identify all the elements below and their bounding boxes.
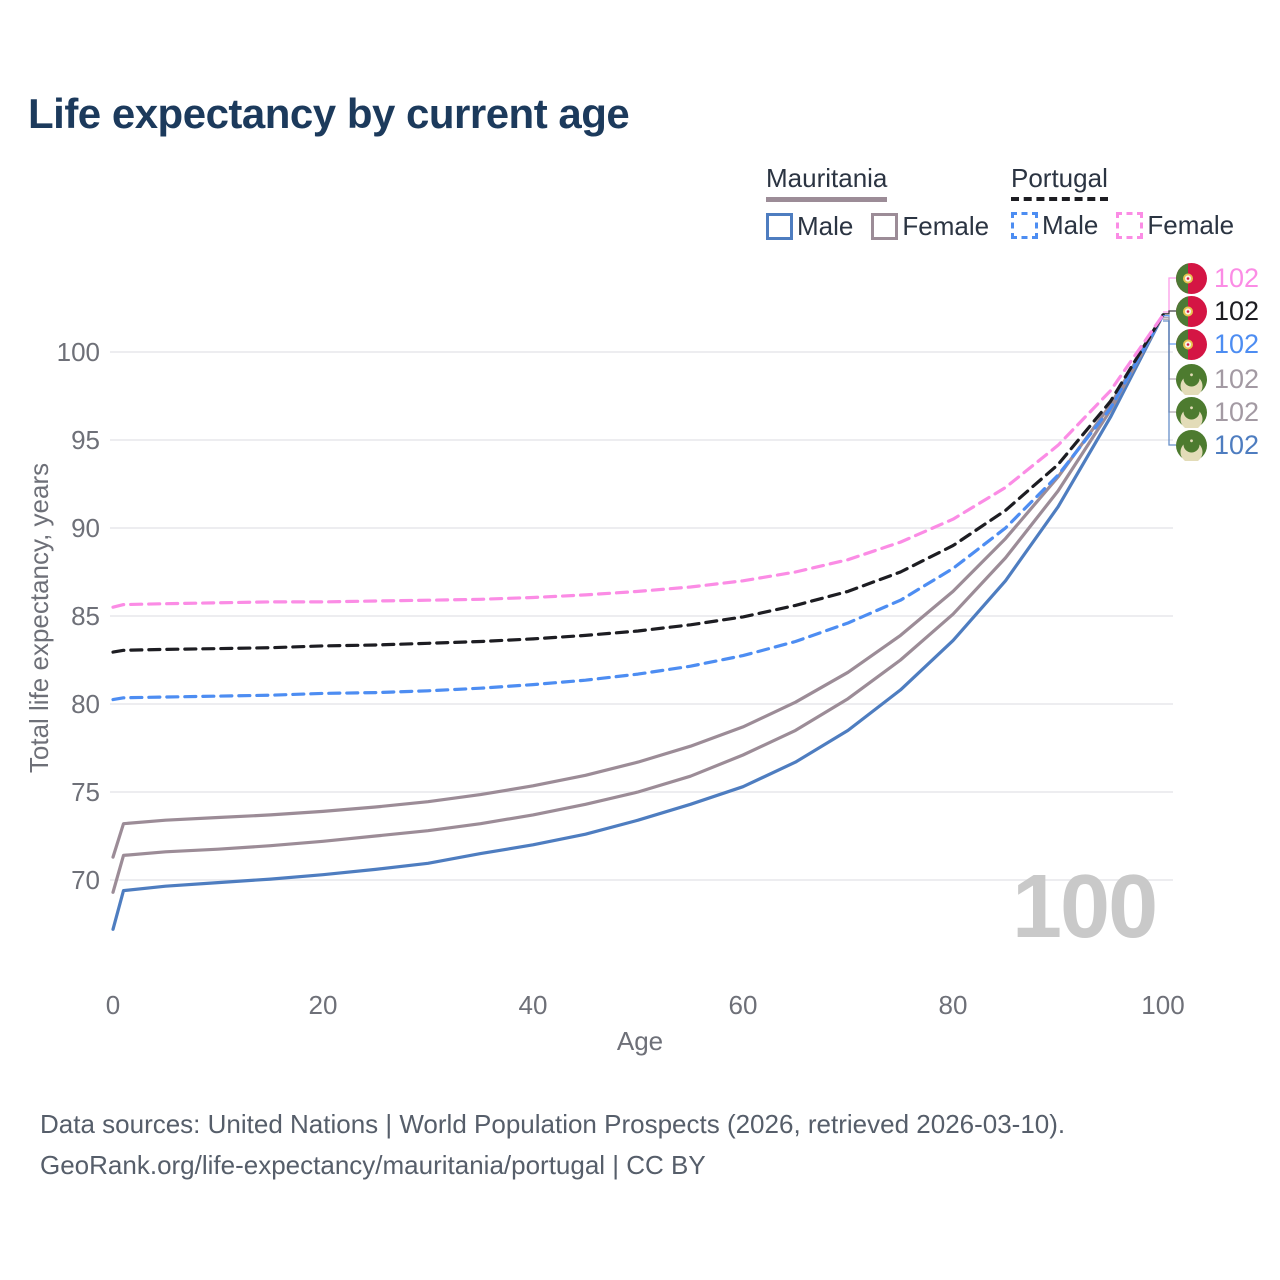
x-axis-label: Age	[617, 1026, 663, 1056]
legend-label-portugal-male: Male	[1042, 210, 1099, 240]
series-portugal-male	[111, 313, 1165, 702]
y-tick-label: 70	[71, 865, 100, 895]
x-tick-label: 100	[1141, 990, 1184, 1020]
legend-label-mauritania-male: Male	[797, 211, 854, 241]
leader-line	[1163, 320, 1176, 446]
series-lines	[111, 313, 1165, 931]
y-tick-label: 100	[57, 337, 100, 367]
x-tick-label: 20	[309, 990, 338, 1020]
legend-country-mauritania[interactable]: Mauritania	[766, 163, 888, 202]
portugal-flag-icon	[1176, 262, 1207, 294]
legend-label-portugal-female: Female	[1147, 210, 1235, 240]
mauritania-flag-icon	[1176, 363, 1207, 395]
legend-country-portugal[interactable]: Portugal	[1011, 163, 1108, 201]
legend-underline-dashed	[1011, 197, 1108, 201]
end-label-value: 102	[1214, 263, 1260, 293]
end-label-value: 102	[1214, 329, 1260, 359]
y-tick-label: 80	[71, 689, 100, 719]
y-tick-label: 85	[71, 601, 100, 631]
end-label-portugal-female: 102	[1176, 262, 1259, 294]
leader-line	[1163, 310, 1176, 315]
x-tick-label: 60	[729, 990, 758, 1020]
source-line-1: Data sources: United Nations | World Pop…	[40, 1109, 1066, 1139]
x-tick-label: 40	[519, 990, 548, 1020]
gridlines	[110, 351, 1173, 881]
end-label-leader-lines	[1163, 277, 1176, 446]
y-tick-label: 95	[71, 425, 100, 455]
x-tick-label: 0	[106, 990, 120, 1020]
legend-item-mauritania-female[interactable]: Female	[871, 211, 989, 242]
legend-swatch-portugal-female	[1116, 212, 1144, 239]
end-label-value: 102	[1214, 430, 1260, 460]
end-label-portugal-male: 102	[1176, 328, 1259, 360]
axis-tick-labels: 70 75 80 85 90 95 100 0 20 40 60 80 100	[57, 337, 1185, 1020]
legend-item-mauritania-male[interactable]: Male	[766, 211, 853, 242]
legend-label-mauritania-female: Female	[902, 211, 990, 241]
page-title: Life expectancy by current age	[28, 90, 630, 137]
source-line-2: GeoRank.org/life-expectancy/mauritania/p…	[40, 1150, 706, 1180]
leader-line	[1163, 277, 1176, 313]
series-mauritania-both-sexes	[111, 313, 1165, 894]
end-label-portugal-both-sexes: 102	[1176, 295, 1259, 327]
end-label-value: 102	[1214, 364, 1260, 394]
end-label-value: 102	[1214, 397, 1260, 427]
legend-underline-solid	[766, 197, 888, 202]
series-mauritania-female	[111, 313, 1165, 859]
y-tick-label: 75	[71, 777, 100, 807]
mauritania-flag-icon	[1176, 429, 1207, 461]
hover-age-watermark: 100	[1012, 857, 1158, 957]
series-portugal-female	[111, 313, 1165, 609]
y-tick-label: 90	[71, 513, 100, 543]
legend-country-label: Portugal	[1011, 163, 1108, 193]
legend-swatch-mauritania-female	[871, 213, 899, 240]
legend-group-mauritania: Mauritania Male Female	[766, 163, 989, 242]
portugal-flag-icon	[1176, 295, 1207, 327]
end-label-mauritania-male: 102	[1176, 429, 1259, 461]
series-portugal-both-sexes	[111, 313, 1165, 654]
end-label-mauritania-both-sexes: 102	[1176, 396, 1259, 428]
end-label-mauritania-female: 102	[1176, 363, 1259, 395]
legend-group-portugal: Portugal Male Female	[1011, 163, 1234, 241]
legend-swatch-mauritania-male	[766, 213, 793, 240]
portugal-flag-icon	[1176, 328, 1207, 360]
mauritania-flag-icon	[1176, 396, 1207, 428]
series-mauritania-male	[111, 313, 1165, 931]
legend-country-label: Mauritania	[766, 163, 888, 193]
x-tick-label: 80	[939, 990, 968, 1020]
y-axis-label: Total life expectancy, years	[24, 463, 54, 773]
legend-item-portugal-female[interactable]: Female	[1116, 210, 1234, 241]
end-label-value: 102	[1214, 296, 1260, 326]
legend-swatch-portugal-male	[1011, 212, 1038, 239]
data-source-footer: Data sources: United Nations | World Pop…	[40, 1104, 1065, 1186]
legend-item-portugal-male[interactable]: Male	[1011, 210, 1098, 241]
